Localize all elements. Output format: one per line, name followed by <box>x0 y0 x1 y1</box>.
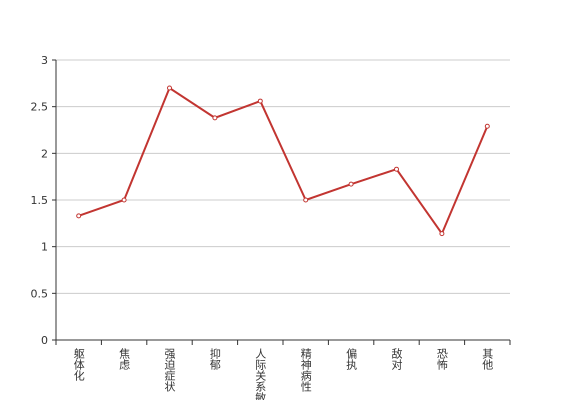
point <box>303 197 309 203</box>
x-tick-label: 抑郁 <box>208 347 221 370</box>
x-tick-label: 强迫症状 <box>163 348 176 392</box>
x-tick-label: 其他 <box>481 348 494 370</box>
x-tick-label: 恐怖 <box>435 348 448 370</box>
point <box>484 123 490 129</box>
y-tick-label: 1 <box>41 241 48 254</box>
y-tick-label: 3 <box>41 54 48 67</box>
x-tick-label: 人际关系敏感 <box>254 348 267 400</box>
point <box>439 231 445 237</box>
point <box>167 85 172 91</box>
line <box>78 86 489 236</box>
y-tick-label: 2.5 <box>31 101 49 114</box>
y-tick-label: 0 <box>41 334 48 347</box>
x-tick-label: 焦虑 <box>118 348 131 370</box>
y-tick-label: 0.5 <box>31 287 49 300</box>
x-tick-label: 躯体化 <box>72 348 85 382</box>
x-tick-label: 敌对 <box>390 347 403 370</box>
y-tick-label: 2 <box>41 147 48 160</box>
point <box>121 197 127 203</box>
point <box>257 98 263 104</box>
y-tick-label: 1.5 <box>31 194 49 207</box>
point <box>212 115 218 121</box>
point <box>348 181 354 187</box>
x-tick-label: 精神病性 <box>299 348 312 393</box>
x-tick-label: 偏执 <box>345 347 358 371</box>
point <box>394 166 399 172</box>
point <box>76 213 82 219</box>
